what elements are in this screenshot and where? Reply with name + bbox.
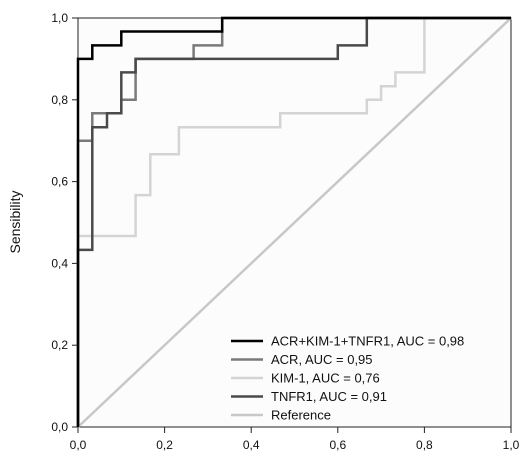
- legend-label: Reference: [271, 408, 331, 423]
- x-axis-ticks: 0,0 0,2 0,4 0,6 0,8 1,0: [70, 427, 520, 452]
- series-layer: [76, 16, 512, 428]
- x-tick-label: 0,6: [329, 438, 346, 452]
- y-tick-label: 0,2: [51, 338, 68, 352]
- legend-label: KIM-1, AUC = 0,76: [271, 371, 380, 386]
- y-tick-label: 0,6: [51, 175, 68, 189]
- y-tick-label: 0,8: [51, 93, 68, 107]
- y-axis-ticks: 0,0 0,2 0,4 0,6 0,8 1,0: [51, 11, 78, 434]
- y-tick-label: 0,4: [51, 256, 68, 270]
- legend-label: ACR+KIM-1+TNFR1, AUC = 0,98: [271, 334, 464, 349]
- series-line-acr-kim-1-tnfr1: [76, 16, 511, 427]
- y-tick-label: 0,0: [51, 420, 68, 434]
- x-tick-label: 0,4: [243, 438, 260, 452]
- series-line-kim-1: [76, 16, 511, 427]
- legend-label: TNFR1, AUC = 0,91: [271, 389, 387, 404]
- legend-label: ACR, AUC = 0,95: [271, 352, 373, 367]
- x-tick-label: 0,8: [416, 438, 433, 452]
- series-line-tnfr1: [76, 16, 511, 427]
- legend: ACR+KIM-1+TNFR1, AUC = 0,98 ACR, AUC = 0,…: [231, 334, 464, 423]
- y-axis-title: Sensibility: [7, 190, 23, 253]
- y-tick-label: 1,0: [51, 11, 68, 25]
- x-tick-label: 0,0: [70, 438, 87, 452]
- series-line-reference: [77, 17, 512, 428]
- x-tick-label: 0,2: [156, 438, 173, 452]
- x-tick-label: 1,0: [503, 438, 520, 452]
